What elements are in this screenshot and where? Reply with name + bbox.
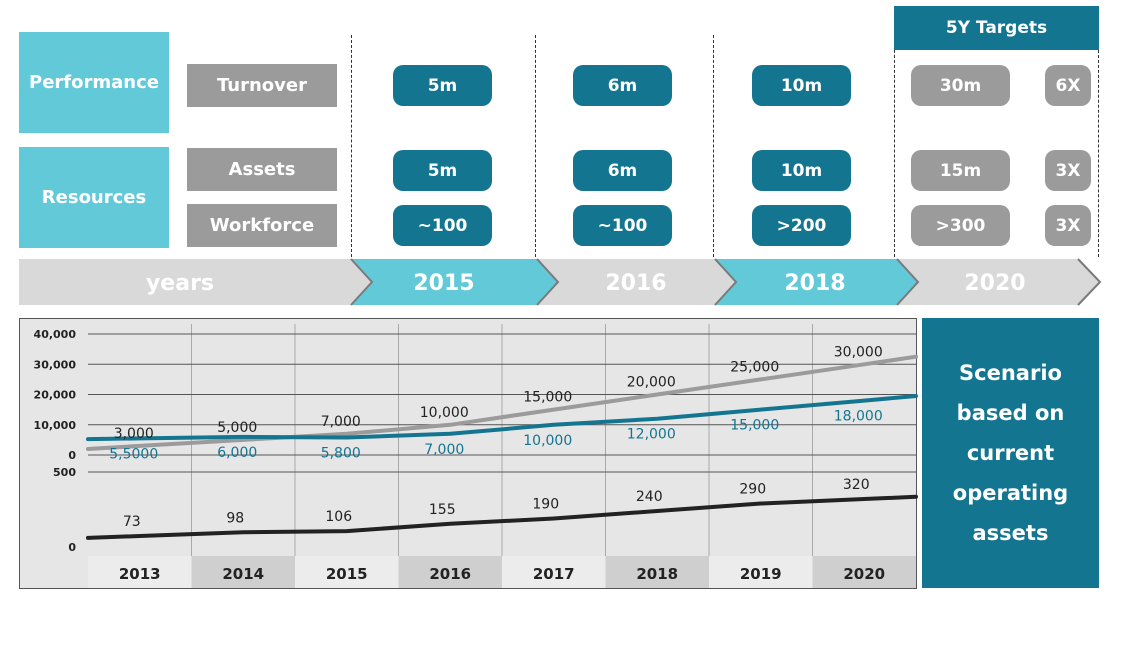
x-axis-cell <box>605 556 709 588</box>
x-tick-label: 2016 <box>429 565 471 583</box>
x-tick-label: 2019 <box>740 565 782 583</box>
data-label-teal: 5,800 <box>321 445 361 461</box>
x-axis-cell <box>191 556 295 588</box>
scenario-line: based on <box>956 401 1065 425</box>
data-label-teal: 12,000 <box>627 427 676 443</box>
column-separator <box>1098 50 1099 257</box>
data-label-gray: 5,000 <box>217 420 257 436</box>
y-tick-label: 500 <box>53 466 76 479</box>
data-label-gray: 25,000 <box>730 359 779 375</box>
workforce-multiple: 3X <box>1045 205 1091 246</box>
y-tick-label: 40,000 <box>34 328 77 341</box>
timeline-chevron <box>1077 258 1102 306</box>
x-tick-label: 2013 <box>119 565 161 583</box>
data-label-dark: 190 <box>532 497 559 513</box>
data-label-dark: 98 <box>226 510 244 526</box>
assets-multiple: 3X <box>1045 150 1091 191</box>
data-label-dark: 240 <box>636 489 663 505</box>
data-label-dark: 155 <box>429 502 456 518</box>
turnover-2020: 30m <box>911 65 1010 106</box>
data-label-teal: 15,000 <box>730 418 779 434</box>
y-tick-label: 30,000 <box>34 358 77 371</box>
timeline-chevron <box>536 258 560 306</box>
assets-2018: 10m <box>752 150 851 191</box>
timeline-chevron <box>350 258 374 306</box>
y-tick-label: 20,000 <box>34 389 77 402</box>
scenario-line: assets <box>972 521 1049 545</box>
assets-2016: 6m <box>573 150 672 191</box>
row-label-workforce: Workforce <box>187 204 337 247</box>
data-label-dark: 73 <box>123 514 141 530</box>
x-axis-cell <box>88 556 192 588</box>
x-axis-cell <box>398 556 502 588</box>
scenario-line: operating <box>952 481 1069 505</box>
timeline-label: 2018 <box>784 271 845 296</box>
timeline-segment-2018 <box>715 259 918 305</box>
row-label-turnover: Turnover <box>187 64 337 107</box>
turnover-2015: 5m <box>393 65 492 106</box>
data-label-gray: 10,000 <box>420 405 469 421</box>
workforce-2020: >300 <box>911 205 1010 246</box>
y-tick-label: 0 <box>68 541 76 554</box>
workforce-2018: >200 <box>752 205 851 246</box>
data-label-dark: 106 <box>325 509 352 525</box>
timeline-segment-years <box>19 259 372 305</box>
data-label-teal: 10,000 <box>523 433 572 449</box>
data-label-gray: 7,000 <box>321 414 361 430</box>
scenario-box: Scenario based on current operating asse… <box>922 318 1099 588</box>
data-label-gray: 15,000 <box>523 390 572 406</box>
data-label-teal: 6,000 <box>217 445 257 461</box>
x-axis-cell <box>295 556 399 588</box>
series-line-gray <box>86 354 918 451</box>
column-separator <box>894 35 895 257</box>
targets-header: 5Y Targets <box>894 6 1099 50</box>
series-line-dark <box>86 494 918 540</box>
scenario-line: current <box>966 441 1055 465</box>
timeline-segment-2016 <box>537 259 736 305</box>
data-label-gray: 20,000 <box>627 375 676 391</box>
y-tick-label: 10,000 <box>34 419 77 432</box>
data-label-teal: 5,5000 <box>109 446 158 462</box>
timeline-label: 2020 <box>964 271 1025 296</box>
timeline-label: 2016 <box>605 271 666 296</box>
column-separator <box>713 35 714 257</box>
row-label-assets: Assets <box>187 148 337 191</box>
workforce-2015: ~100 <box>393 205 492 246</box>
turnover-multiple: 6X <box>1045 65 1091 106</box>
x-tick-label: 2014 <box>222 565 264 583</box>
workforce-2016: ~100 <box>573 205 672 246</box>
turnover-2018: 10m <box>752 65 851 106</box>
column-separator <box>535 35 536 257</box>
data-label-gray: 30,000 <box>834 344 883 360</box>
timeline-label: years <box>146 271 214 296</box>
x-tick-label: 2017 <box>533 565 575 583</box>
scenario-line: Scenario <box>959 361 1062 385</box>
category-performance: Performance <box>19 32 169 133</box>
x-tick-label: 2020 <box>843 565 885 583</box>
x-axis-cell <box>812 556 916 588</box>
timeline-segment-2015 <box>351 259 558 305</box>
timeline-band: years 2015 2016 2018 2020 <box>19 258 1102 306</box>
timeline-chevron <box>896 258 920 306</box>
category-resources: Resources <box>19 147 169 248</box>
data-label-gray: 3,000 <box>114 426 154 442</box>
timeline-label: 2015 <box>413 271 474 296</box>
x-tick-label: 2018 <box>636 565 678 583</box>
data-label-teal: 18,000 <box>834 409 883 425</box>
x-axis-cell <box>709 556 813 588</box>
data-label-dark: 320 <box>843 477 870 493</box>
data-label-teal: 7,000 <box>424 442 464 458</box>
assets-2020: 15m <box>911 150 1010 191</box>
x-tick-label: 2015 <box>326 565 368 583</box>
timeline-segment-2020 <box>897 259 1100 305</box>
x-axis-cell <box>502 556 606 588</box>
y-tick-label: 0 <box>68 449 76 462</box>
turnover-2016: 6m <box>573 65 672 106</box>
data-label-dark: 290 <box>739 482 766 498</box>
assets-2015: 5m <box>393 150 492 191</box>
timeline-chevron <box>714 258 738 306</box>
series-line-teal <box>86 394 918 442</box>
column-separator <box>351 35 352 257</box>
